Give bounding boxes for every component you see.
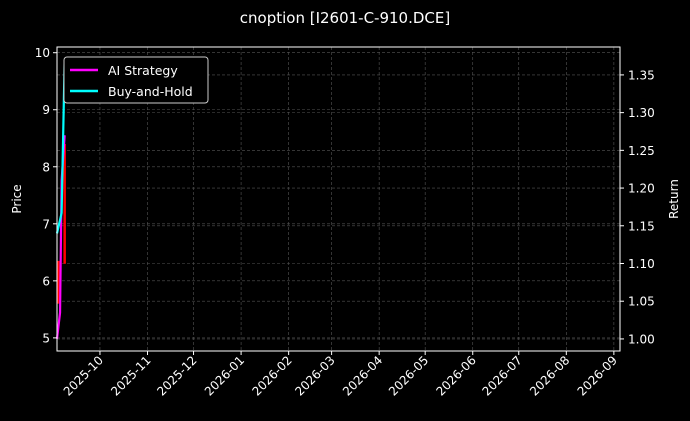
plot-frame bbox=[56, 46, 621, 352]
y-right-tick-label: 1.00 bbox=[628, 332, 655, 346]
x-tick-label: 2026-01 bbox=[202, 353, 247, 398]
y-left-tick-label: 10 bbox=[35, 46, 50, 60]
x-tick-label: 2026-04 bbox=[340, 353, 385, 398]
legend-label-buy-and-hold: Buy-and-Hold bbox=[108, 84, 193, 99]
y-right-tick-label: 1.05 bbox=[628, 295, 655, 309]
y-axis-right-label: Return bbox=[667, 179, 681, 219]
x-tick-label: 2025-11 bbox=[108, 353, 153, 398]
x-tick-label: 2026-03 bbox=[292, 353, 337, 398]
x-tick-label: 2026-05 bbox=[386, 353, 431, 398]
x-tick-label: 2026-08 bbox=[527, 353, 572, 398]
y-left-tick-label: 7 bbox=[42, 217, 50, 231]
x-tick-label: 2025-12 bbox=[154, 353, 199, 398]
y-left-tick-label: 5 bbox=[42, 331, 50, 345]
x-tick-label: 2026-02 bbox=[249, 353, 294, 398]
y-right-tick-label: 1.25 bbox=[628, 144, 655, 158]
y-right-tick-label: 1.15 bbox=[628, 219, 655, 233]
y-right-tick-label: 1.20 bbox=[628, 182, 655, 196]
y-right-tick-label: 1.30 bbox=[628, 106, 655, 120]
y-right-tick-label: 1.35 bbox=[628, 68, 655, 82]
x-tick-label: 2026-07 bbox=[480, 353, 525, 398]
x-tick-label: 2025-10 bbox=[61, 353, 106, 398]
y-left-tick-label: 8 bbox=[42, 160, 50, 174]
legend: AI Strategy Buy-and-Hold bbox=[63, 56, 209, 104]
x-tick-label: 2026-06 bbox=[433, 353, 478, 398]
chart-title: cnoption [I2601-C-910.DCE] bbox=[240, 9, 450, 27]
y-left-tick-label: 6 bbox=[42, 274, 50, 288]
y-right-tick-label: 1.10 bbox=[628, 257, 655, 271]
legend-label-ai-strategy: AI Strategy bbox=[108, 63, 178, 78]
y-left-tick-label: 9 bbox=[42, 103, 50, 117]
x-tick-label: 2026-09 bbox=[575, 353, 620, 398]
series-line-buy-and-hold bbox=[55, 59, 66, 234]
y-axis-left-label: Price bbox=[10, 184, 24, 213]
